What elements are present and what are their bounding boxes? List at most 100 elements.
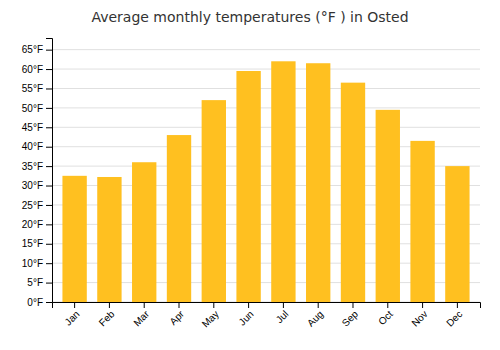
bar	[167, 135, 191, 302]
tick: 30°F	[22, 180, 52, 191]
tick-mark	[46, 283, 52, 284]
tick-mark	[46, 205, 52, 206]
tick-label: Apr	[167, 308, 186, 327]
tick-mark	[46, 302, 52, 303]
tick-label: 20°F	[22, 219, 43, 230]
tick-mark	[248, 302, 249, 308]
plot-area: 0°F 5°F 10°F 15°F 20°F 25°F 30°F 35°F 40°F 45°F 50…	[22, 39, 481, 330]
tick-mark	[109, 302, 110, 308]
tick-label: 5°F	[27, 277, 43, 288]
tick-mark	[46, 244, 52, 245]
tick-label: Mar	[131, 308, 151, 328]
tick-label: Jun	[236, 308, 255, 327]
tick-label: Aug	[305, 308, 325, 328]
y-axis: 0°F 5°F 10°F 15°F 20°F 25°F 30°F 35°F 40°F 45°F 50…	[22, 39, 53, 308]
tick-mark	[283, 302, 284, 308]
tick: 60°F	[22, 64, 52, 75]
tick-mark	[46, 50, 52, 51]
bar	[445, 166, 469, 302]
tick: 45°F	[22, 122, 52, 133]
tick-mark	[46, 224, 52, 225]
tick: Nov	[409, 302, 429, 329]
tick: 50°F	[22, 103, 52, 114]
grid-line	[52, 69, 480, 70]
tick-label: Feb	[97, 308, 117, 328]
tick: Apr	[167, 302, 186, 327]
axis-line	[53, 303, 481, 309]
tick: Oct	[376, 302, 395, 327]
grid-line	[52, 127, 480, 128]
tick-label: Oct	[376, 308, 395, 327]
tick-mark	[46, 166, 52, 167]
tick: 25°F	[22, 200, 52, 211]
tick-mark	[46, 69, 52, 70]
bar	[341, 83, 365, 302]
tick-mark	[318, 302, 319, 308]
tick: 40°F	[22, 141, 52, 152]
tick: Feb	[97, 302, 117, 328]
tick-label: 30°F	[22, 180, 43, 191]
tick: Sep	[340, 302, 361, 329]
chart: 0°F 5°F 10°F 15°F 20°F 25°F 30°F 35°F 40°F 45°F 50…	[0, 0, 500, 350]
tick: 20°F	[22, 219, 52, 230]
bar	[376, 110, 400, 302]
axis-line	[46, 39, 53, 303]
tick-label: Jul	[274, 308, 291, 325]
bars	[62, 61, 469, 302]
tick-label: 50°F	[22, 103, 43, 114]
tick: Aug	[305, 302, 325, 329]
tick: 65°F	[22, 44, 52, 55]
grid	[52, 50, 480, 302]
tick-mark	[46, 147, 52, 148]
tick-mark	[422, 302, 423, 308]
tick-label: 0°F	[27, 297, 43, 308]
grid-line	[52, 107, 480, 108]
tick: 5°F	[27, 277, 52, 288]
tick-label: 55°F	[22, 83, 43, 94]
tick-mark	[179, 302, 180, 308]
x-axis: Jan Feb Mar Apr May Jun Jul Aug Sep Oct Nov Dec	[53, 302, 481, 330]
tick-label: 10°F	[22, 258, 43, 269]
tick: 35°F	[22, 161, 52, 172]
tick-mark	[457, 302, 458, 308]
tick-mark	[46, 108, 52, 109]
tick-label: 35°F	[22, 161, 43, 172]
tick-mark	[46, 263, 52, 264]
tick: Jun	[236, 302, 255, 328]
grid-line	[52, 49, 480, 50]
bar	[306, 63, 330, 302]
tick-mark	[387, 302, 388, 308]
grid-line	[52, 88, 480, 89]
tick-label: 25°F	[22, 200, 43, 211]
tick-mark	[213, 302, 214, 308]
tick-label: May	[200, 308, 221, 329]
tick-label: 40°F	[22, 141, 43, 152]
bar	[236, 71, 260, 302]
tick: Jul	[274, 302, 291, 325]
chart-container: 0°F 5°F 10°F 15°F 20°F 25°F 30°F 35°F 40°F 45°F 50…	[0, 0, 500, 350]
tick: Mar	[131, 302, 151, 328]
title: Average monthly temperatures (°F ) in Os…	[91, 9, 408, 25]
tick-label: Jan	[63, 308, 82, 327]
tick: 0°F	[27, 297, 52, 308]
tick-label: 15°F	[22, 238, 43, 249]
tick: Jan	[63, 302, 82, 328]
tick-label: 65°F	[22, 44, 43, 55]
tick-mark	[46, 88, 52, 89]
tick-mark	[46, 186, 52, 187]
bar	[132, 162, 156, 302]
tick-mark	[144, 302, 145, 308]
tick-label: Nov	[409, 308, 429, 328]
tick-mark	[352, 302, 353, 308]
tick-mark	[74, 302, 75, 308]
bar	[97, 177, 121, 302]
tick-label: Sep	[340, 308, 361, 329]
bar	[62, 176, 86, 302]
tick: Dec	[444, 302, 464, 329]
tick-label: 45°F	[22, 122, 43, 133]
bar	[202, 100, 226, 302]
tick: 15°F	[22, 238, 52, 249]
tick-mark	[46, 127, 52, 128]
bar	[410, 141, 434, 302]
tick-label: Dec	[444, 308, 464, 328]
